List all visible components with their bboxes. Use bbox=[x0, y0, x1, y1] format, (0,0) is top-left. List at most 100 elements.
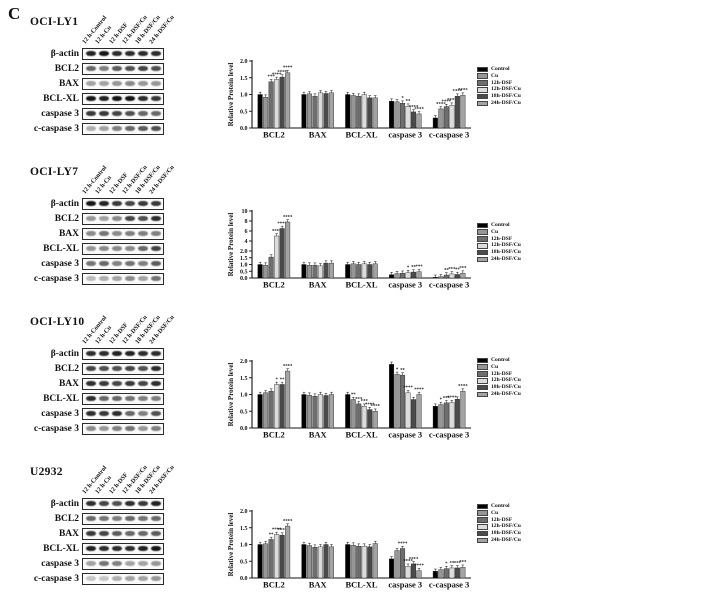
legend-swatch bbox=[477, 391, 488, 398]
figure-label: C bbox=[8, 4, 21, 23]
y-tick-label: 0.5 bbox=[240, 559, 248, 565]
significance-marker: **** bbox=[272, 73, 282, 78]
blot-band bbox=[85, 546, 96, 552]
y-tick-label: 8 bbox=[245, 219, 248, 225]
chart-legend: Control Cu 12h-DSF 12h-DSF/Cu 18h-DSF/Cu 24h-… bbox=[477, 66, 521, 107]
significance-marker: ** bbox=[455, 268, 460, 273]
legend-item: 24h-DSF/Cu bbox=[477, 537, 521, 544]
blot-band bbox=[124, 231, 135, 237]
significance-marker: **** bbox=[442, 100, 452, 105]
blot-band bbox=[124, 111, 135, 117]
blot-row-label: BCL2 bbox=[54, 213, 79, 224]
chart-U2932: 0.0 0.5 1.0 1.5 2.0 Relative Protein level ** *… bbox=[225, 500, 487, 600]
significance-marker: *** bbox=[443, 396, 451, 401]
y-tick-label: 2.0 bbox=[240, 59, 248, 65]
blot-band bbox=[111, 261, 122, 267]
significance-marker: * bbox=[396, 368, 399, 373]
y-tick-label: 1.5 bbox=[240, 376, 248, 382]
significance-marker: **** bbox=[272, 528, 282, 533]
blot-band bbox=[111, 276, 122, 282]
legend-label: 12h-DSF bbox=[491, 370, 513, 377]
blot-box-BCL2 bbox=[82, 213, 164, 225]
legend-swatch bbox=[477, 364, 488, 370]
legend-label: Control bbox=[491, 503, 510, 509]
blot-box-BCL2 bbox=[82, 63, 164, 75]
legend-label: 18h-DSF/Cu bbox=[491, 93, 521, 100]
blot-band bbox=[137, 231, 148, 237]
blot-box-BAX bbox=[82, 78, 164, 90]
blot-band bbox=[137, 96, 148, 102]
blot-band bbox=[98, 516, 109, 522]
significance-marker: ** bbox=[400, 368, 405, 373]
blot-box-BCL-XL bbox=[82, 543, 164, 555]
panel-OCI-LY10: OCI-LY10 12 h-Control 12 h-Cu 12 h-DSF 12 h-… bbox=[0, 300, 719, 450]
blot-band bbox=[111, 531, 122, 537]
blot-band bbox=[124, 426, 135, 432]
legend-item: 24h-DSF/Cu bbox=[477, 100, 521, 107]
chart-OCI-LY1: 0.0 0.5 1.0 1.5 2.0 Relative Protein level ***… bbox=[225, 50, 487, 155]
cell-line-title: U2932 bbox=[30, 466, 63, 478]
legend-label: Cu bbox=[491, 228, 499, 235]
blot-band bbox=[98, 216, 109, 222]
blot-band bbox=[85, 261, 96, 267]
blot-band bbox=[150, 366, 161, 372]
blot-band bbox=[85, 561, 96, 567]
blot-band bbox=[98, 66, 109, 72]
blot-band bbox=[137, 516, 148, 522]
panel-OCI-LY7: OCI-LY7 12 h-Control 12 h-Cu 12 h-DSF 12 h-D… bbox=[0, 150, 719, 300]
blot-row-label: caspase 3 bbox=[41, 108, 79, 119]
x-category-label: BCL-XL bbox=[345, 430, 377, 440]
blot-band bbox=[85, 576, 96, 582]
legend-swatch bbox=[477, 80, 488, 86]
blot-band bbox=[85, 411, 96, 417]
blot-band bbox=[85, 501, 96, 507]
blot-band bbox=[85, 516, 96, 522]
legend-item: 18h-DSF/Cu bbox=[477, 249, 521, 256]
chart-legend: Control Cu 12h-DSF 12h-DSF/Cu 18h-DSF/Cu 24h-… bbox=[477, 357, 521, 398]
chart-OCI-LY10: 0.0 0.5 1.0 1.5 2.0 Relative Protein level * **… bbox=[225, 350, 487, 455]
blot-band bbox=[137, 201, 148, 207]
significance-marker: * bbox=[445, 562, 448, 567]
blot-band bbox=[137, 576, 148, 582]
blot-box-BCL2 bbox=[82, 363, 164, 375]
blot-band bbox=[124, 96, 135, 102]
blot-band bbox=[85, 51, 96, 57]
blot-band bbox=[111, 81, 122, 87]
x-category-label: BAX bbox=[309, 280, 328, 290]
blot-box-caspase 3 bbox=[82, 558, 164, 570]
x-category-label: BCL2 bbox=[263, 280, 285, 290]
blot-band bbox=[111, 351, 122, 357]
blot-row-label: BAX bbox=[58, 228, 79, 239]
blot-band bbox=[98, 381, 109, 387]
blot-band bbox=[111, 546, 122, 552]
blot-band bbox=[124, 381, 135, 387]
blot-band bbox=[111, 96, 122, 102]
blot-band bbox=[111, 111, 122, 117]
blot-band bbox=[111, 426, 122, 432]
legend-item: 12h-DSF/Cu bbox=[477, 377, 521, 384]
y-tick-label: 0.0 bbox=[240, 576, 248, 582]
blot-band bbox=[98, 546, 109, 552]
blot-row-label: β-actin bbox=[50, 48, 79, 59]
blot-band bbox=[98, 426, 109, 432]
blot-band bbox=[150, 516, 161, 522]
significance-marker: *** bbox=[459, 561, 467, 566]
blot-band bbox=[85, 396, 96, 402]
blot-band bbox=[150, 246, 161, 252]
y-tick-label: 1.0 bbox=[240, 263, 248, 269]
legend-label: 12h-DSF bbox=[491, 235, 513, 242]
y-tick-label: 1.5 bbox=[240, 76, 248, 82]
blot-band bbox=[124, 411, 135, 417]
blot-band bbox=[98, 561, 109, 567]
blot-band bbox=[85, 351, 96, 357]
blot-band bbox=[150, 231, 161, 237]
significance-marker: **** bbox=[458, 89, 468, 94]
blot-row-label: BAX bbox=[58, 78, 79, 89]
blot-band bbox=[98, 51, 109, 57]
blot-box-β-actin bbox=[82, 48, 164, 60]
legend-item: 12h-DSF bbox=[477, 80, 521, 87]
blot-band bbox=[150, 426, 161, 432]
blot-band bbox=[98, 501, 109, 507]
blot-band bbox=[124, 66, 135, 72]
legend-swatch bbox=[477, 517, 488, 523]
